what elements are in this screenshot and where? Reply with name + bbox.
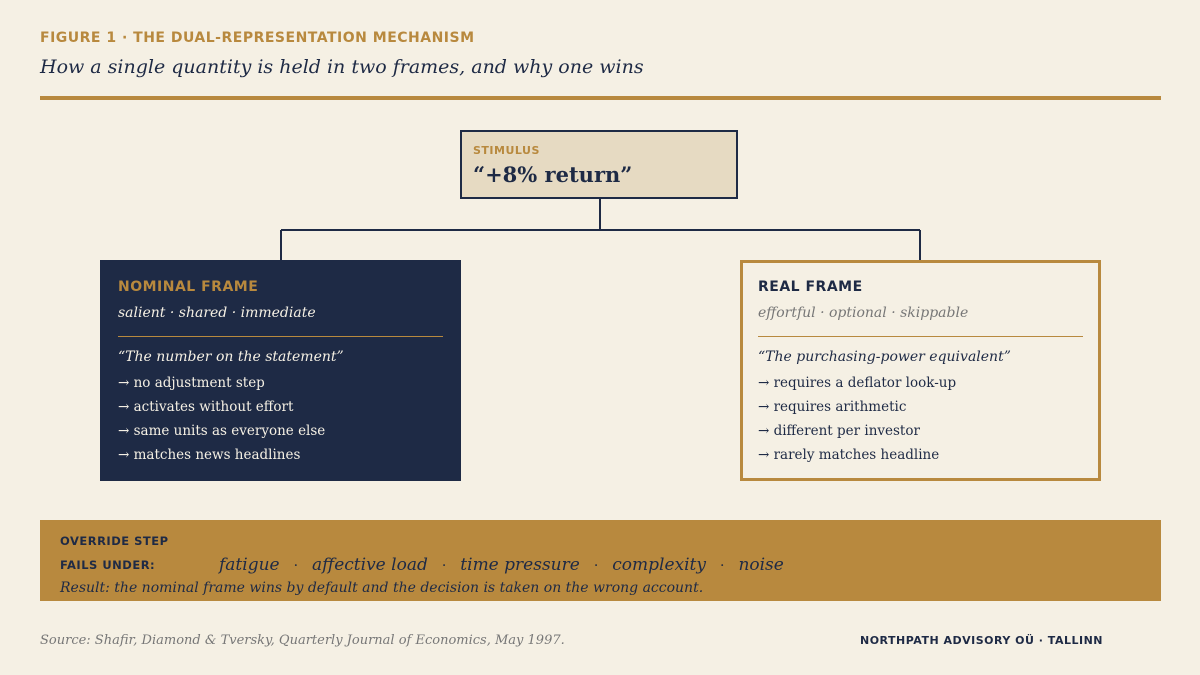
figure-title: How a single quantity is held in two fra… — [40, 56, 644, 78]
real-frame-divider — [758, 336, 1083, 337]
figure-label: FIGURE 1 · THE DUAL-REPRESENTATION MECHA… — [40, 30, 475, 46]
stimulus-label: STIMULUS — [473, 144, 540, 157]
header-rule — [40, 96, 1161, 100]
nominal-frame-item: → same units as everyone else — [118, 423, 326, 439]
fails-under-label: FAILS UNDER: — [60, 558, 156, 572]
stimulus-value: “+8% return” — [473, 162, 633, 187]
condition-separator: · — [441, 558, 447, 574]
condition-noise: noise — [738, 555, 784, 575]
condition-fatigue: fatigue — [219, 555, 280, 575]
real-frame-quote: “The purchasing-power equivalent” — [758, 349, 1011, 365]
condition-separator: · — [593, 558, 599, 574]
source-citation: Source: Shafir, Diamond & Tversky, Quart… — [40, 633, 565, 648]
condition-separator: · — [293, 558, 299, 574]
nominal-frame-box: NOMINAL FRAME salient · shared · immedia… — [100, 260, 461, 481]
real-frame-subtitle: effortful · optional · skippable — [758, 305, 969, 321]
override-result: Result: the nominal frame wins by defaul… — [60, 580, 704, 596]
nominal-frame-item: → activates without effort — [118, 399, 294, 415]
condition-complexity: complexity — [612, 555, 706, 575]
nominal-frame-quote: “The number on the statement” — [118, 349, 344, 365]
real-frame-item: → requires a deflator look-up — [758, 375, 957, 391]
nominal-frame-subtitle: salient · shared · immediate — [118, 305, 316, 321]
nominal-frame-item: → matches news headlines — [118, 447, 301, 463]
real-frame-title: REAL FRAME — [758, 279, 863, 295]
nominal-frame-title: NOMINAL FRAME — [118, 279, 259, 295]
real-frame-box: REAL FRAME effortful · optional · skippa… — [740, 260, 1101, 481]
real-frame-item: → different per investor — [758, 423, 920, 439]
override-label: OVERRIDE STEP — [60, 534, 169, 548]
override-panel: OVERRIDE STEP FAILS UNDER: fatigue · aff… — [40, 520, 1161, 601]
nominal-frame-item: → no adjustment step — [118, 375, 265, 391]
condition-time-pressure: time pressure — [460, 555, 580, 575]
brand-footer: NORTHPATH ADVISORY OÜ · TALLINN — [860, 634, 1103, 647]
real-frame-item: → requires arithmetic — [758, 399, 907, 415]
failure-conditions: fatigue · affective load · time pressure… — [219, 555, 784, 575]
stimulus-box: STIMULUS “+8% return” — [460, 130, 738, 199]
condition-separator: · — [719, 558, 725, 574]
condition-affective-load: affective load — [312, 555, 428, 575]
real-frame-item: → rarely matches headline — [758, 447, 940, 463]
nominal-frame-divider — [118, 336, 443, 337]
